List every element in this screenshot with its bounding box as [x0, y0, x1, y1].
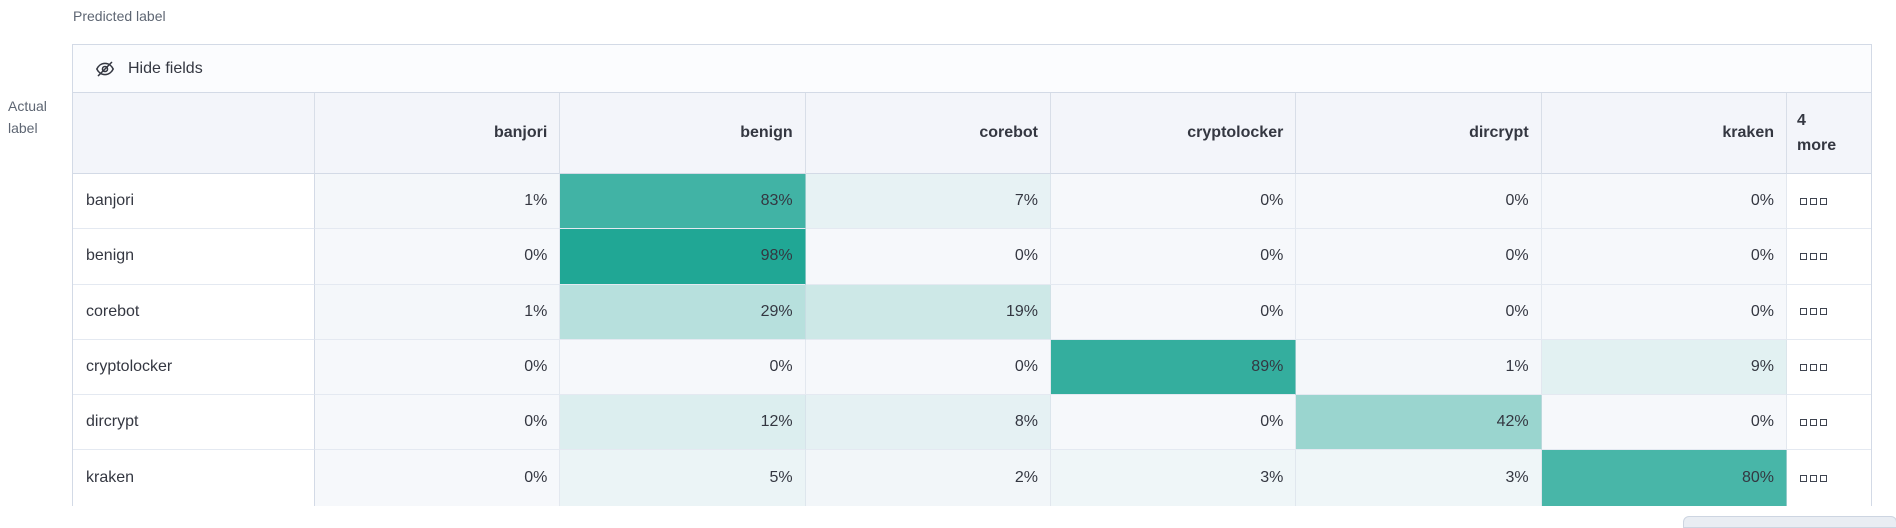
matrix-cell-cryptolocker-kraken[interactable]: 9%	[1541, 339, 1787, 396]
more-columns-boxes-icon	[1799, 363, 1827, 371]
more-columns-boxes-icon	[1799, 418, 1827, 426]
more-columns-boxes-icon	[1799, 252, 1827, 260]
matrix-cell-kraken-benign[interactable]: 5%	[560, 450, 806, 506]
matrix-cell-kraken-cryptolocker[interactable]: 3%	[1050, 450, 1297, 506]
column-header-more[interactable]: 4 more	[1786, 93, 1871, 174]
matrix-cell-cryptolocker-dircrypt[interactable]: 1%	[1296, 339, 1542, 396]
matrix-cell-dircrypt-banjori[interactable]: 0%	[315, 395, 561, 451]
matrix-cell-banjori-dircrypt[interactable]: 0%	[1296, 174, 1542, 230]
matrix-cell-cryptolocker-cryptolocker[interactable]: 89%	[1050, 339, 1297, 396]
matrix-cell-banjori-cryptolocker[interactable]: 0%	[1050, 174, 1297, 230]
matrix-cell-kraken-dircrypt[interactable]: 3%	[1296, 450, 1542, 506]
matrix-cell-banjori-kraken[interactable]: 0%	[1541, 174, 1787, 230]
more-columns-cell[interactable]	[1786, 395, 1871, 451]
matrix-cell-kraken-corebot[interactable]: 2%	[805, 450, 1051, 506]
column-header-benign[interactable]: benign	[560, 93, 806, 174]
matrix-cell-corebot-benign[interactable]: 29%	[560, 284, 806, 340]
more-columns-boxes-icon	[1799, 474, 1827, 482]
row-label-kraken: kraken	[73, 450, 315, 506]
matrix-cell-corebot-banjori[interactable]: 1%	[315, 284, 561, 340]
corner-header-cell	[73, 93, 315, 174]
matrix-cell-cryptolocker-corebot[interactable]: 0%	[805, 339, 1051, 396]
matrix-cell-dircrypt-cryptolocker[interactable]: 0%	[1050, 395, 1297, 451]
matrix-cell-corebot-cryptolocker[interactable]: 0%	[1050, 284, 1297, 340]
matrix-cell-dircrypt-corebot[interactable]: 8%	[805, 395, 1051, 451]
more-columns-boxes-icon	[1799, 308, 1827, 316]
matrix-cell-benign-banjori[interactable]: 0%	[315, 229, 561, 285]
more-columns-boxes-icon	[1799, 197, 1827, 205]
row-label-corebot: corebot	[73, 284, 315, 340]
row-label-dircrypt: dircrypt	[73, 395, 315, 451]
more-columns-cell[interactable]	[1786, 339, 1871, 396]
column-header-kraken[interactable]: kraken	[1541, 93, 1787, 174]
row-label-benign: benign	[73, 229, 315, 285]
hide-fields-label: Hide fields	[128, 59, 203, 77]
predicted-axis-label: Predicted label	[73, 8, 166, 24]
matrix-cell-cryptolocker-benign[interactable]: 0%	[560, 339, 806, 396]
more-columns-cell[interactable]	[1786, 174, 1871, 230]
matrix-cell-banjori-corebot[interactable]: 7%	[805, 174, 1051, 230]
matrix-cell-benign-kraken[interactable]: 0%	[1541, 229, 1787, 285]
eye-slash-icon	[94, 58, 116, 80]
matrix-cell-benign-corebot[interactable]: 0%	[805, 229, 1051, 285]
matrix-cell-benign-dircrypt[interactable]: 0%	[1296, 229, 1542, 285]
matrix-cell-corebot-dircrypt[interactable]: 0%	[1296, 284, 1542, 340]
actual-axis-label: Actual label	[8, 98, 47, 136]
matrix-cell-cryptolocker-banjori[interactable]: 0%	[315, 339, 561, 396]
matrix-cell-kraken-kraken[interactable]: 80%	[1541, 450, 1787, 506]
hide-fields-button[interactable]: Hide fields	[94, 58, 203, 80]
column-header-banjori[interactable]: banjori	[315, 93, 561, 174]
matrix-cell-kraken-banjori[interactable]: 0%	[315, 450, 561, 506]
matrix-cell-dircrypt-kraken[interactable]: 0%	[1541, 395, 1787, 451]
matrix-cell-corebot-corebot[interactable]: 19%	[805, 284, 1051, 340]
matrix-cell-corebot-kraken[interactable]: 0%	[1541, 284, 1787, 340]
confusion-matrix-grid: banjori benign corebot cryptolocker dircrypt…	[73, 93, 1871, 506]
matrix-cell-benign-benign[interactable]: 98%	[560, 229, 806, 285]
column-header-dircrypt[interactable]: dircrypt	[1296, 93, 1542, 174]
more-columns-cell[interactable]	[1786, 229, 1871, 285]
column-header-corebot[interactable]: corebot	[805, 93, 1051, 174]
row-label-banjori: banjori	[73, 174, 315, 230]
horizontal-scrollbar-thumb[interactable]	[1683, 516, 1896, 528]
column-header-cryptolocker[interactable]: cryptolocker	[1050, 93, 1297, 174]
matrix-cell-dircrypt-dircrypt[interactable]: 42%	[1296, 395, 1542, 451]
confusion-matrix-panel: Hide fields banjori benign corebot cryptolo…	[72, 44, 1872, 506]
matrix-cell-benign-cryptolocker[interactable]: 0%	[1050, 229, 1297, 285]
matrix-cell-banjori-banjori[interactable]: 1%	[315, 174, 561, 230]
more-columns-cell[interactable]	[1786, 450, 1871, 506]
matrix-cell-dircrypt-benign[interactable]: 12%	[560, 395, 806, 451]
row-label-cryptolocker: cryptolocker	[73, 339, 315, 396]
matrix-cell-banjori-benign[interactable]: 83%	[560, 174, 806, 230]
more-columns-cell[interactable]	[1786, 284, 1871, 340]
grid-toolbar: Hide fields	[73, 45, 1871, 93]
